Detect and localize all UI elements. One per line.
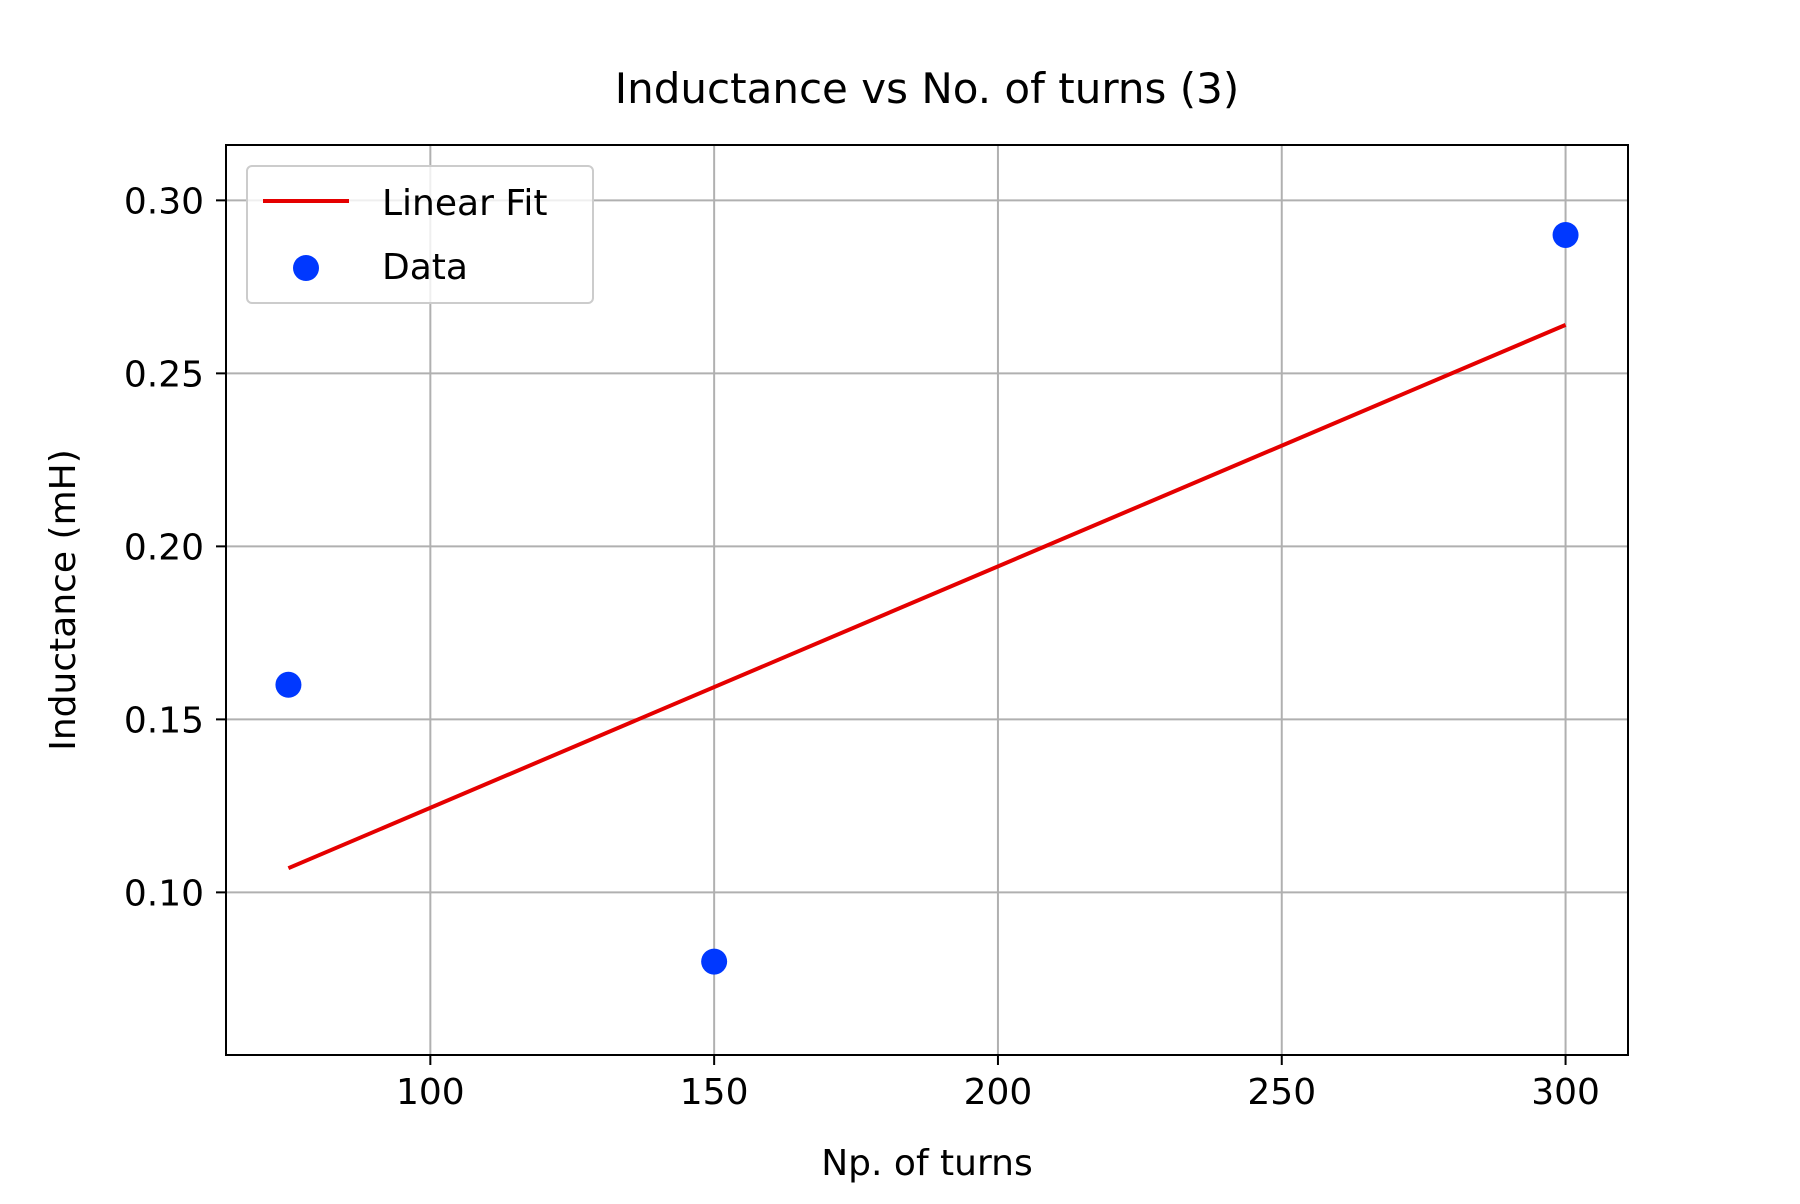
legend-data-label: Data <box>382 247 468 288</box>
x-tick-label: 250 <box>1247 1072 1316 1113</box>
linear-fit-line <box>287 323 1567 871</box>
x-axis-label: Np. of turns <box>821 1143 1032 1184</box>
data-point <box>1552 221 1579 248</box>
y-axis-ticks: 0.10 0.15 0.20 0.25 0.30 <box>124 181 226 914</box>
y-tick-label: 0.25 <box>124 354 204 395</box>
data-point <box>275 671 302 698</box>
x-tick-label: 200 <box>964 1072 1033 1113</box>
y-tick-label: 0.20 <box>124 527 204 568</box>
linear-fit-series <box>287 323 1567 871</box>
legend-linear-fit-label: Linear Fit <box>382 183 548 224</box>
y-tick-label: 0.30 <box>124 181 204 222</box>
data-series <box>275 221 1579 975</box>
legend: Linear Fit Data <box>246 165 594 304</box>
y-tick-label: 0.10 <box>124 873 204 914</box>
y-tick-label: 0.15 <box>124 700 204 741</box>
data-point <box>701 948 728 975</box>
x-tick-label: 150 <box>680 1072 749 1113</box>
x-tick-label: 300 <box>1531 1072 1600 1113</box>
x-axis-ticks: 100 150 200 250 300 <box>396 1055 1600 1113</box>
chart-title: Inductance vs No. of turns (3) <box>615 64 1239 113</box>
plot-area-frame <box>225 144 1629 1056</box>
legend-data-swatch <box>293 255 319 281</box>
grid-lines <box>226 145 1628 1055</box>
x-tick-label: 100 <box>396 1072 465 1113</box>
y-axis-label: Inductance (mH) <box>43 449 84 751</box>
